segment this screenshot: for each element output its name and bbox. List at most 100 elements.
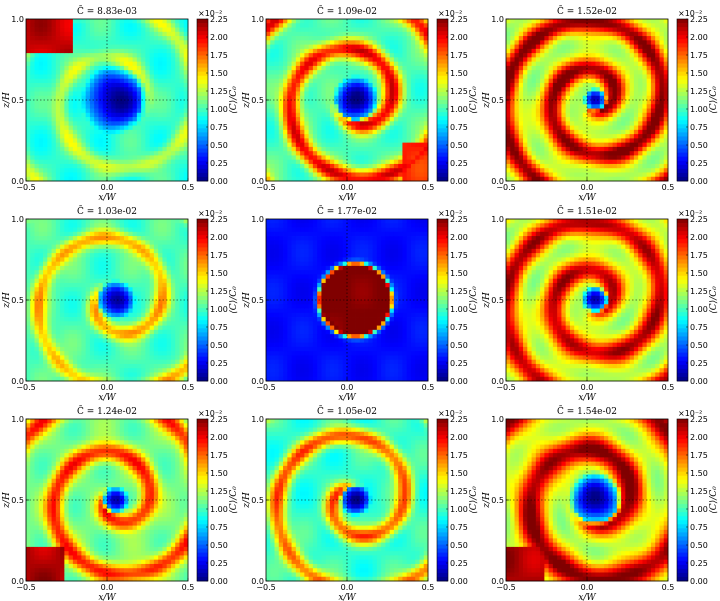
heatmap-cell — [166, 176, 172, 182]
heatmap-cell — [89, 65, 95, 71]
heatmap-cell — [423, 121, 429, 126]
y-tick-label: 1.0 — [251, 15, 264, 24]
heatmap-cell — [312, 95, 318, 101]
heatmap-cell — [26, 112, 31, 118]
heatmap-cell — [34, 82, 40, 88]
heatmap-cell — [599, 74, 605, 80]
heatmap-cell — [659, 146, 665, 152]
heatmap-cell — [136, 44, 142, 50]
heatmap-cell — [557, 134, 562, 139]
heatmap-cell — [149, 61, 155, 67]
heatmap-cell — [582, 19, 588, 24]
heatmap-cell — [410, 104, 416, 109]
heatmap-cell — [561, 57, 567, 63]
heatmap-cell — [523, 104, 528, 109]
heatmap-cell — [51, 36, 57, 41]
heatmap-cell — [300, 65, 305, 71]
heatmap-cell — [506, 95, 511, 101]
heatmap-cell — [77, 108, 82, 114]
heatmap-cell — [64, 282, 70, 288]
heatmap-cell — [166, 100, 172, 105]
heatmap-cell — [47, 40, 52, 45]
heatmap-cell — [423, 19, 429, 24]
heatmap-cell — [132, 142, 138, 148]
heatmap-cell — [72, 146, 78, 152]
heatmap-cell — [179, 163, 185, 169]
heatmap-cell — [124, 70, 129, 75]
heatmap-cell — [304, 176, 310, 182]
heatmap-cell — [68, 27, 74, 33]
heatmap-cell — [81, 104, 87, 109]
heatmap-cell — [518, 134, 524, 139]
heatmap-cell — [527, 74, 532, 80]
heatmap-cell — [638, 70, 643, 75]
heatmap-cell — [266, 151, 271, 156]
heatmap-cell — [402, 36, 408, 41]
heatmap-cell — [544, 125, 550, 131]
heatmap-cell — [30, 40, 35, 45]
heatmap-cell — [364, 134, 369, 139]
heatmap-cell — [608, 138, 613, 144]
heatmap-cell — [43, 138, 48, 144]
heatmap-cell — [351, 155, 356, 161]
heatmap-cell — [72, 48, 78, 54]
heatmap-cell — [389, 151, 395, 156]
heatmap-cell — [574, 104, 579, 109]
heatmap-cell — [287, 44, 292, 50]
heatmap-cell — [663, 142, 669, 148]
heatmap-cell — [569, 172, 575, 178]
heatmap-cell — [64, 48, 70, 54]
heatmap-cell — [650, 112, 656, 118]
heatmap-cell — [531, 163, 537, 169]
heatmap-cell — [312, 108, 318, 114]
heatmap-cell — [510, 95, 515, 101]
heatmap-cell — [51, 329, 57, 335]
heatmap-cell — [561, 138, 567, 144]
heatmap-cell — [385, 91, 391, 97]
heatmap-cell — [153, 117, 159, 122]
heatmap-cell — [43, 291, 48, 297]
heatmap-cell — [85, 125, 91, 131]
heatmap-cell — [34, 91, 40, 97]
heatmap-cell — [308, 146, 314, 152]
heatmap-cell — [85, 74, 91, 80]
heatmap-cell — [535, 91, 541, 97]
heatmap-cell — [34, 134, 40, 139]
heatmap-cell — [68, 168, 74, 173]
heatmap-cell — [329, 129, 335, 135]
heatmap-cell — [34, 338, 40, 344]
heatmap-cell — [355, 172, 361, 178]
heatmap-cell — [162, 70, 168, 75]
heatmap-cell — [291, 57, 297, 63]
heatmap-cell — [518, 142, 524, 148]
heatmap-cell — [531, 65, 537, 71]
heatmap-cell — [60, 287, 65, 292]
y-tick-label: 0.0 — [491, 177, 504, 186]
heatmap-cell — [162, 53, 168, 58]
heatmap-cell — [51, 372, 57, 378]
heatmap-cell — [304, 48, 310, 54]
heatmap-cell — [145, 151, 151, 156]
heatmap-cell — [569, 74, 575, 80]
heatmap-cell — [540, 138, 545, 144]
heatmap-cell — [338, 138, 344, 144]
heatmap-cell — [364, 61, 369, 67]
heatmap-cell — [621, 100, 626, 105]
heatmap-cell — [638, 176, 643, 182]
heatmap-cell — [128, 95, 133, 101]
heatmap-cell — [321, 74, 327, 80]
heatmap-cell — [510, 159, 515, 165]
heatmap-cell — [325, 19, 331, 24]
heatmap-cell — [64, 317, 70, 322]
heatmap-cell — [582, 100, 588, 105]
heatmap-cell — [574, 163, 579, 169]
heatmap-cell — [26, 376, 31, 382]
heatmap-cell — [612, 138, 618, 144]
heatmap-cell — [544, 112, 550, 118]
heatmap-cell — [552, 65, 558, 71]
heatmap-cell — [527, 48, 532, 54]
heatmap-cell — [402, 168, 408, 173]
heatmap-cell — [38, 270, 44, 275]
heatmap-cell — [153, 91, 159, 97]
heatmap-cell — [578, 91, 584, 97]
